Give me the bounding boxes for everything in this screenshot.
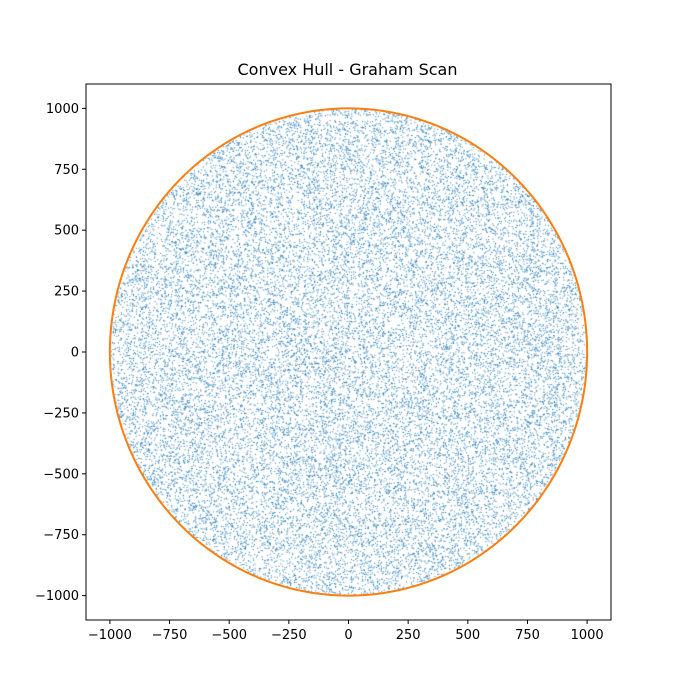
convex-hull-line bbox=[108, 107, 589, 597]
y-tick-label: 750 bbox=[54, 163, 79, 178]
x-tick-label: 250 bbox=[396, 628, 421, 643]
chart-title: Convex Hull - Graham Scan bbox=[238, 60, 458, 79]
x-tick-label: 500 bbox=[455, 628, 480, 643]
x-tick-label: −500 bbox=[211, 628, 247, 643]
scatter-points bbox=[86, 84, 611, 620]
x-tick-label: −750 bbox=[152, 628, 188, 643]
x-tick-label: 750 bbox=[515, 628, 540, 643]
x-tick-label: −1000 bbox=[88, 628, 132, 643]
axes: −1000 −750 −500 −250 0 250 500 750 1000 −1000 −750… bbox=[35, 83, 612, 643]
x-tick-label: −250 bbox=[271, 628, 307, 643]
plot-area bbox=[86, 84, 611, 620]
x-tick-label: 0 bbox=[344, 628, 352, 643]
y-tick-label: −750 bbox=[43, 528, 79, 543]
y-tick-label: −250 bbox=[43, 406, 79, 421]
x-tick-label: 1000 bbox=[571, 628, 604, 643]
y-tick-label: −1000 bbox=[35, 589, 79, 604]
y-tick-label: 500 bbox=[54, 224, 79, 239]
y-tick-label: 1000 bbox=[46, 102, 79, 117]
y-tick-label: −500 bbox=[43, 467, 79, 482]
y-tick-label: 0 bbox=[71, 346, 79, 361]
y-tick-label: 250 bbox=[54, 285, 79, 300]
